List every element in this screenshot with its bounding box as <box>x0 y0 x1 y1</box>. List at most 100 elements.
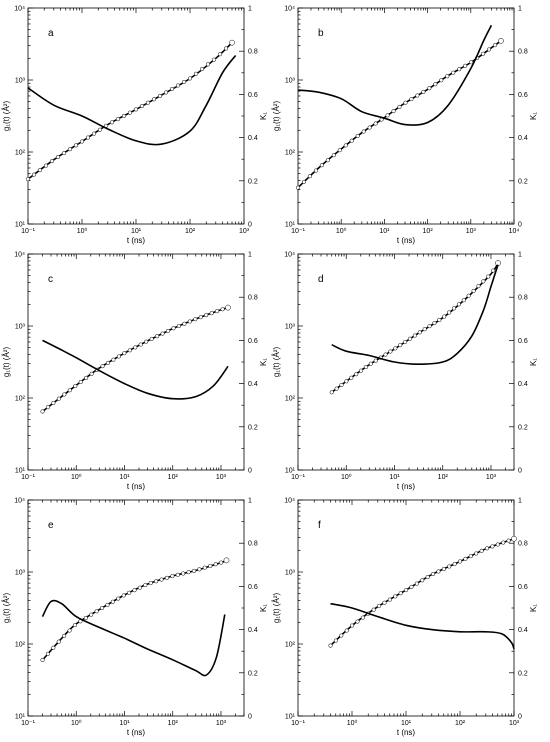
y-left-tick-label: 10¹ <box>285 714 296 721</box>
x-tick-label: 10⁴ <box>509 228 520 235</box>
g1-marker <box>371 607 376 612</box>
g1-marker <box>43 163 49 168</box>
g1-marker <box>329 390 334 395</box>
g1-marker <box>414 581 419 586</box>
g1-marker <box>208 563 213 569</box>
g1-marker <box>176 323 181 329</box>
y-left-tick-label: 10⁴ <box>284 252 295 259</box>
g1-marker <box>461 298 466 303</box>
k1-curve <box>27 55 237 146</box>
g1-marker <box>100 364 105 369</box>
g1-marker <box>420 578 425 583</box>
g1-marker <box>165 328 171 333</box>
g1-marker <box>181 79 187 85</box>
y-right-tick-label: 0.6 <box>518 338 528 345</box>
g1-marker <box>403 100 408 105</box>
g1-marker <box>187 319 192 324</box>
panel-letter: d <box>318 274 324 285</box>
y-left-tick-label: 10³ <box>285 78 296 85</box>
y-right-tick-label: 0.4 <box>518 381 528 388</box>
x-axis-label: t (ns) <box>397 482 416 491</box>
g1-marker <box>157 93 163 98</box>
y-left-tick-label: 10² <box>285 396 296 403</box>
g1-marker <box>407 336 413 341</box>
x-axis-label: t (ns) <box>127 728 146 737</box>
g1-marker <box>62 633 67 638</box>
panel-letter: e <box>48 520 54 531</box>
g1-marker <box>367 125 372 130</box>
panel-b: 10⁻¹ 10⁰ 10¹ 10² 10³ 10⁴10¹10²10³10⁴00.20.40.… <box>272 6 538 246</box>
x-tick-label: 10³ <box>486 474 497 481</box>
g1-marker <box>159 577 164 582</box>
g1-marker <box>456 302 461 307</box>
g1-marker <box>110 599 115 604</box>
panel-letter: f <box>318 520 321 531</box>
g1-marker <box>138 342 143 347</box>
y-left-tick-label: 10² <box>15 642 26 649</box>
g1-marker <box>25 177 31 182</box>
g1-marker <box>40 657 45 663</box>
g1-marker <box>175 572 180 577</box>
g1-marker <box>442 314 447 319</box>
g1-marker <box>116 596 121 601</box>
g1-marker <box>349 375 354 380</box>
x-tick-label: 10² <box>168 474 179 481</box>
g1-marker <box>409 97 414 102</box>
g1-marker <box>468 554 473 559</box>
g1-marker <box>495 542 500 547</box>
g1-marker <box>486 274 491 279</box>
g1-marker <box>492 43 498 48</box>
y-right-tick-label: 0 <box>518 222 522 229</box>
g1-marker <box>115 117 121 122</box>
g1-marker <box>432 320 437 326</box>
g1-marker <box>109 120 115 125</box>
g1-marker <box>149 336 154 341</box>
k1-curve <box>42 339 229 400</box>
g1-marker <box>383 352 388 357</box>
g1-marker <box>319 163 324 168</box>
g1-marker <box>215 309 220 314</box>
g1-marker <box>344 379 349 384</box>
x-tick-label: 10⁰ <box>71 473 82 481</box>
y-right-tick-label: 0.4 <box>248 135 258 142</box>
panel-letter: c <box>48 274 53 285</box>
y-right-tick-label: 0.8 <box>518 541 528 548</box>
g1-marker <box>72 623 78 628</box>
g1-marker <box>427 324 432 329</box>
g1-marker <box>471 288 476 293</box>
g1-marker <box>89 371 94 376</box>
g1-marker <box>368 361 373 366</box>
x-tick-label: 10⁻¹ <box>21 228 35 235</box>
y-right-tick-label: 0 <box>518 714 522 721</box>
g1-marker <box>447 564 452 569</box>
y-left-tick-label: 10¹ <box>15 468 26 475</box>
g1-marker <box>89 612 94 617</box>
g1-marker <box>491 268 496 273</box>
g1-marker <box>163 90 169 95</box>
g1-marker <box>474 551 479 556</box>
y-right-tick-label: 0.4 <box>518 135 528 142</box>
y-left-tick-label: 10³ <box>285 570 296 577</box>
g1-marker <box>84 375 89 380</box>
g1-marker <box>439 78 444 83</box>
g1-end-marker <box>229 39 235 46</box>
y-right-tick-label: 0.2 <box>248 670 258 677</box>
y-right-tick-label: 0.6 <box>248 584 258 591</box>
y-left-tick-label: 10⁴ <box>284 498 295 505</box>
y-left-axis-label: g₁(t) (Å²) <box>2 101 11 132</box>
g1-marker <box>56 639 61 644</box>
k1-curve <box>297 24 493 126</box>
g1-marker <box>209 311 214 316</box>
g1-marker <box>205 62 211 67</box>
x-axis-label: t (ns) <box>397 236 416 245</box>
y-right-tick-label: 0 <box>248 222 252 229</box>
g1-marker <box>198 315 203 320</box>
g1-marker <box>355 619 360 624</box>
x-axis-label: t (ns) <box>397 728 416 737</box>
g1-marker <box>457 67 462 72</box>
g1-marker <box>187 76 193 81</box>
g1-marker <box>55 154 61 160</box>
y-left-axis-label: g₁(t) (Å²) <box>2 347 11 378</box>
g1-curve <box>41 559 227 661</box>
g1-marker <box>61 151 67 156</box>
